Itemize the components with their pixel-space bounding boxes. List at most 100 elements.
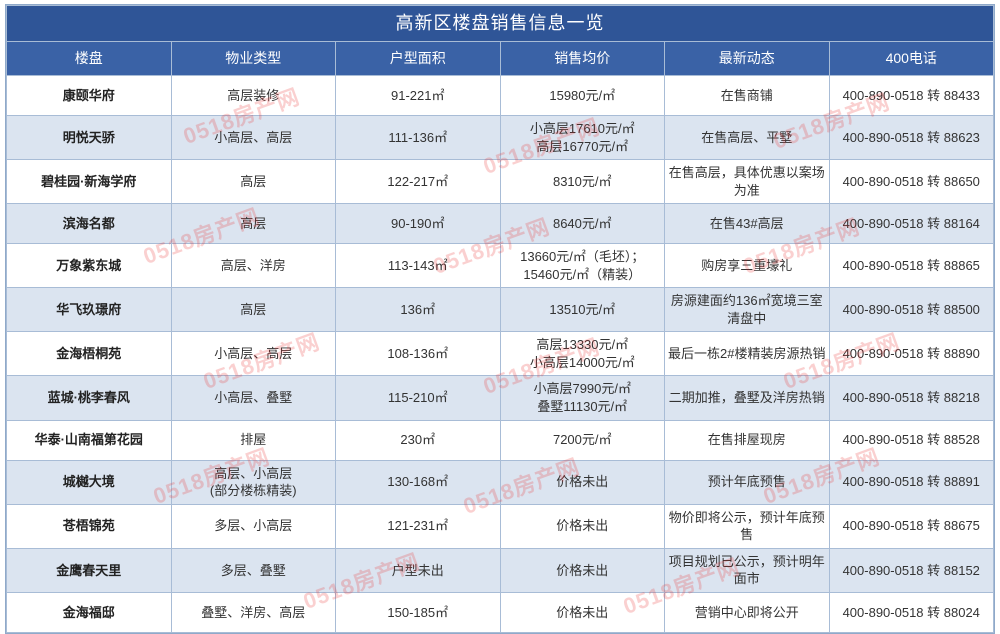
cell-news: 购房享三重壕礼 [665,244,830,288]
cell-price: 8640元/㎡ [500,204,665,244]
cell-price: 小高层17610元/㎡高层16770元/㎡ [500,116,665,160]
cell-area: 122-217㎡ [336,160,501,204]
cell-area: 150-185㎡ [336,592,501,632]
cell-news: 营销中心即将公开 [665,592,830,632]
cell-price: 价格未出 [500,460,665,504]
cell-area: 111-136㎡ [336,116,501,160]
cell-phone: 400-890-0518 转 88675 [829,504,994,548]
cell-news: 物价即将公示，预计年底预售 [665,504,830,548]
col-header-area: 户型面积 [336,42,501,76]
cell-area: 90-190㎡ [336,204,501,244]
table-title: 高新区楼盘销售信息一览 [7,6,994,42]
table-row: 金海福邸叠墅、洋房、高层150-185㎡价格未出营销中心即将公开400-890-… [7,592,994,632]
table-body: 康颐华府高层装修91-221㎡15980元/㎡在售商铺400-890-0518 … [7,76,994,633]
title-row: 高新区楼盘销售信息一览 [7,6,994,42]
cell-price: 7200元/㎡ [500,420,665,460]
cell-news: 预计年底预售 [665,460,830,504]
cell-price: 13510元/㎡ [500,288,665,332]
cell-type: 排屋 [171,420,336,460]
cell-news: 最后一栋2#楼精装房源热销 [665,332,830,376]
table-row: 苍梧锦苑多层、小高层121-231㎡价格未出物价即将公示，预计年底预售400-8… [7,504,994,548]
cell-project: 蓝城·桃李春风 [7,376,172,420]
sales-table: 高新区楼盘销售信息一览 楼盘 物业类型 户型面积 销售均价 最新动态 400电话… [6,5,994,633]
table-row: 华飞玖璟府高层136㎡13510元/㎡房源建面约136㎡宽境三室清盘中400-8… [7,288,994,332]
cell-type: 小高层、高层 [171,332,336,376]
cell-phone: 400-890-0518 转 88623 [829,116,994,160]
table-row: 蓝城·桃李春风小高层、叠墅115-210㎡小高层7990元/㎡叠墅11130元/… [7,376,994,420]
table-row: 碧桂园·新海学府高层122-217㎡8310元/㎡在售高层，具体优惠以案场为准4… [7,160,994,204]
table-row: 华泰·山南福第花园排屋230㎡7200元/㎡在售排屋现房400-890-0518… [7,420,994,460]
cell-news: 在售排屋现房 [665,420,830,460]
col-header-phone: 400电话 [829,42,994,76]
col-header-type: 物业类型 [171,42,336,76]
col-header-news: 最新动态 [665,42,830,76]
cell-project: 华泰·山南福第花园 [7,420,172,460]
cell-project: 城樾大境 [7,460,172,504]
cell-news: 在售43#高层 [665,204,830,244]
cell-phone: 400-890-0518 转 88500 [829,288,994,332]
cell-phone: 400-890-0518 转 88891 [829,460,994,504]
cell-project: 碧桂园·新海学府 [7,160,172,204]
sales-table-container: 高新区楼盘销售信息一览 楼盘 物业类型 户型面积 销售均价 最新动态 400电话… [5,4,995,634]
cell-type: 叠墅、洋房、高层 [171,592,336,632]
cell-news: 房源建面约136㎡宽境三室清盘中 [665,288,830,332]
cell-type: 高层 [171,160,336,204]
cell-area: 91-221㎡ [336,76,501,116]
cell-type: 高层、小高层(部分楼栋精装) [171,460,336,504]
cell-news: 在售高层，具体优惠以案场为准 [665,160,830,204]
cell-project: 苍梧锦苑 [7,504,172,548]
cell-price: 高层13330元/㎡小高层14000元/㎡ [500,332,665,376]
cell-type: 多层、小高层 [171,504,336,548]
cell-price: 8310元/㎡ [500,160,665,204]
cell-area: 113-143㎡ [336,244,501,288]
col-header-price: 销售均价 [500,42,665,76]
cell-area: 130-168㎡ [336,460,501,504]
cell-phone: 400-890-0518 转 88152 [829,548,994,592]
table-row: 明悦天骄小高层、高层111-136㎡小高层17610元/㎡高层16770元/㎡在… [7,116,994,160]
cell-type: 高层 [171,204,336,244]
cell-news: 项目规划已公示，预计明年面市 [665,548,830,592]
cell-phone: 400-890-0518 转 88024 [829,592,994,632]
cell-area: 108-136㎡ [336,332,501,376]
cell-project: 华飞玖璟府 [7,288,172,332]
cell-price: 价格未出 [500,592,665,632]
cell-price: 价格未出 [500,504,665,548]
table-row: 城樾大境高层、小高层(部分楼栋精装)130-168㎡价格未出预计年底预售400-… [7,460,994,504]
cell-type: 多层、叠墅 [171,548,336,592]
cell-area: 230㎡ [336,420,501,460]
cell-type: 高层装修 [171,76,336,116]
cell-phone: 400-890-0518 转 88528 [829,420,994,460]
cell-news: 在售高层、平墅 [665,116,830,160]
cell-project: 滨海名都 [7,204,172,244]
cell-news: 在售商铺 [665,76,830,116]
cell-type: 小高层、高层 [171,116,336,160]
table-row: 金海梧桐苑小高层、高层108-136㎡高层13330元/㎡小高层14000元/㎡… [7,332,994,376]
cell-phone: 400-890-0518 转 88865 [829,244,994,288]
cell-price: 价格未出 [500,548,665,592]
cell-price: 小高层7990元/㎡叠墅11130元/㎡ [500,376,665,420]
table-row: 万象紫东城高层、洋房113-143㎡13660元/㎡（毛坯）；15460元/㎡（… [7,244,994,288]
cell-area: 121-231㎡ [336,504,501,548]
cell-area: 115-210㎡ [336,376,501,420]
table-row: 康颐华府高层装修91-221㎡15980元/㎡在售商铺400-890-0518 … [7,76,994,116]
cell-area: 户型未出 [336,548,501,592]
cell-project: 金鹰春天里 [7,548,172,592]
table-row: 金鹰春天里多层、叠墅户型未出价格未出项目规划已公示，预计明年面市400-890-… [7,548,994,592]
cell-type: 高层 [171,288,336,332]
cell-phone: 400-890-0518 转 88890 [829,332,994,376]
cell-project: 明悦天骄 [7,116,172,160]
cell-project: 金海福邸 [7,592,172,632]
cell-type: 高层、洋房 [171,244,336,288]
col-header-project: 楼盘 [7,42,172,76]
cell-price: 15980元/㎡ [500,76,665,116]
header-row: 楼盘 物业类型 户型面积 销售均价 最新动态 400电话 [7,42,994,76]
cell-phone: 400-890-0518 转 88650 [829,160,994,204]
cell-type: 小高层、叠墅 [171,376,336,420]
cell-area: 136㎡ [336,288,501,332]
cell-phone: 400-890-0518 转 88433 [829,76,994,116]
cell-project: 康颐华府 [7,76,172,116]
cell-phone: 400-890-0518 转 88164 [829,204,994,244]
cell-project: 金海梧桐苑 [7,332,172,376]
cell-news: 二期加推，叠墅及洋房热销 [665,376,830,420]
cell-phone: 400-890-0518 转 88218 [829,376,994,420]
